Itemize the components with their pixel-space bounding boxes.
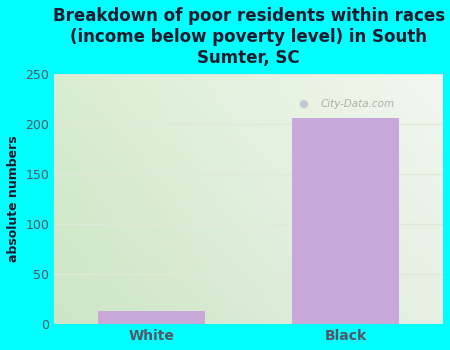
Text: City-Data.com: City-Data.com (320, 99, 395, 109)
Bar (292, 118, 399, 324)
Y-axis label: absolute numbers: absolute numbers (7, 135, 20, 262)
Title: Breakdown of poor residents within races
(income below poverty level) in South
S: Breakdown of poor residents within races… (53, 7, 445, 66)
Text: ●: ● (298, 99, 308, 109)
Bar (98, 311, 205, 324)
